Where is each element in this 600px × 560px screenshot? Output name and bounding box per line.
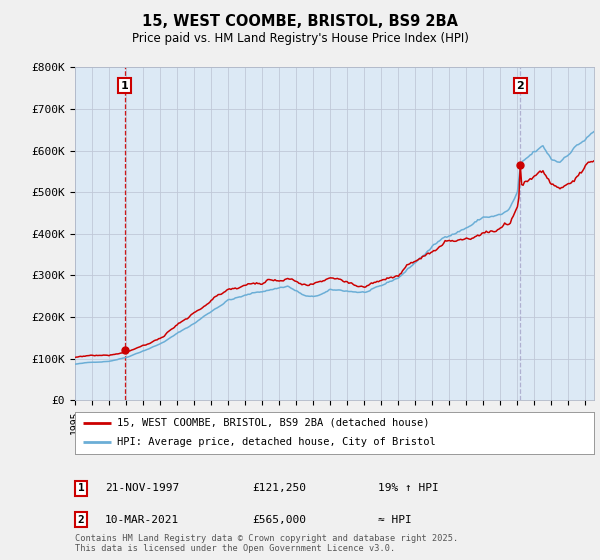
- Text: £565,000: £565,000: [252, 515, 306, 525]
- Text: Price paid vs. HM Land Registry's House Price Index (HPI): Price paid vs. HM Land Registry's House …: [131, 32, 469, 45]
- Text: 1: 1: [77, 483, 85, 493]
- Text: 2: 2: [517, 81, 524, 91]
- Text: ≈ HPI: ≈ HPI: [378, 515, 412, 525]
- Text: 2: 2: [77, 515, 85, 525]
- Text: HPI: Average price, detached house, City of Bristol: HPI: Average price, detached house, City…: [116, 437, 435, 447]
- Text: 10-MAR-2021: 10-MAR-2021: [105, 515, 179, 525]
- Text: 15, WEST COOMBE, BRISTOL, BS9 2BA (detached house): 15, WEST COOMBE, BRISTOL, BS9 2BA (detac…: [116, 418, 429, 428]
- Text: Contains HM Land Registry data © Crown copyright and database right 2025.
This d: Contains HM Land Registry data © Crown c…: [75, 534, 458, 553]
- Text: 21-NOV-1997: 21-NOV-1997: [105, 483, 179, 493]
- Text: 1: 1: [121, 81, 128, 91]
- Text: 19% ↑ HPI: 19% ↑ HPI: [378, 483, 439, 493]
- Text: 15, WEST COOMBE, BRISTOL, BS9 2BA: 15, WEST COOMBE, BRISTOL, BS9 2BA: [142, 14, 458, 29]
- Text: £121,250: £121,250: [252, 483, 306, 493]
